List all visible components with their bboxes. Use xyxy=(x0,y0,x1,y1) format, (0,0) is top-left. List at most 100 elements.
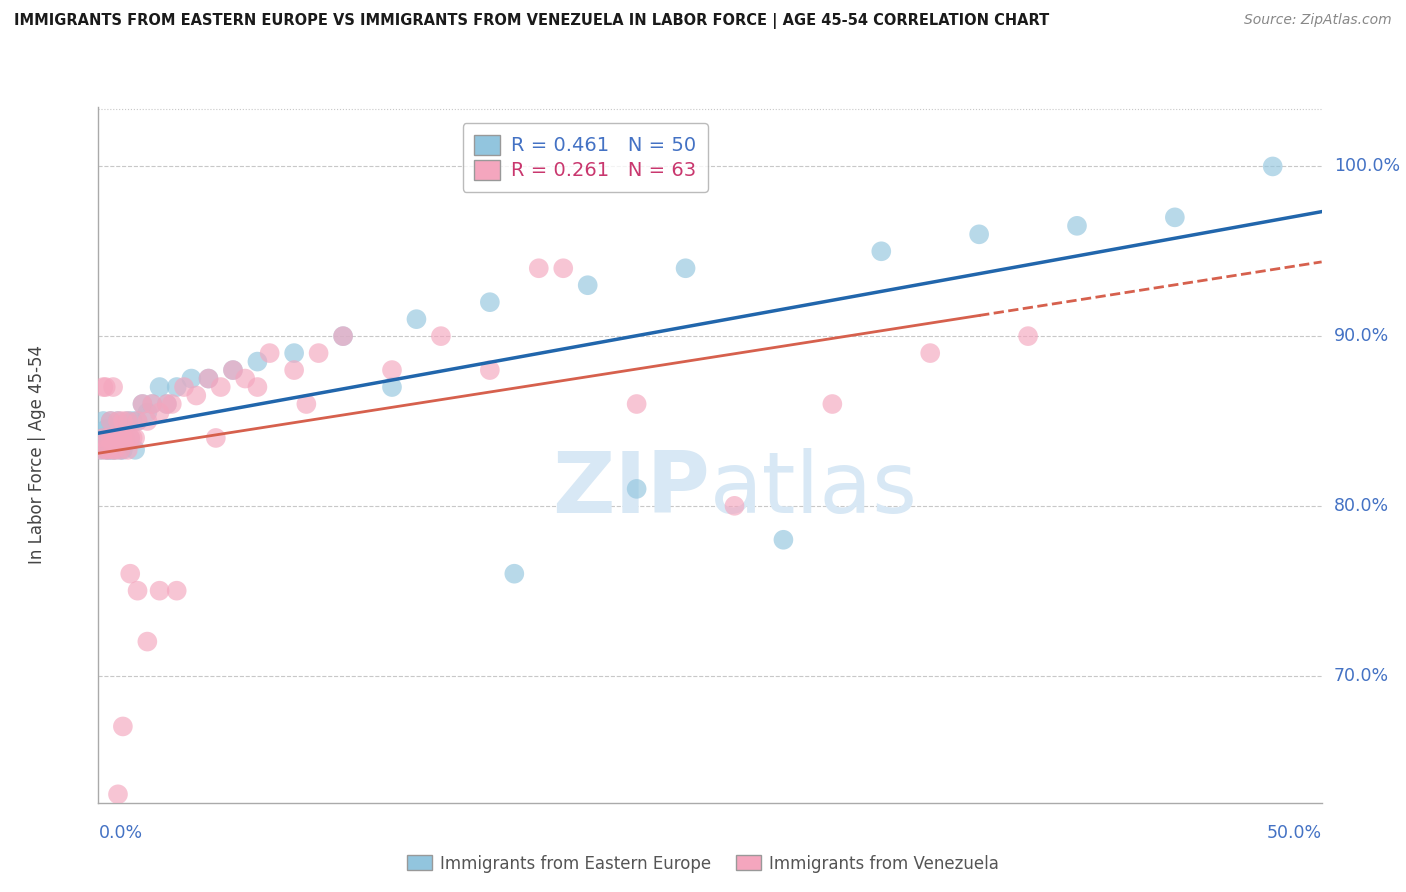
Point xyxy=(222,363,245,377)
Text: 0.0%: 0.0% xyxy=(98,823,142,842)
Point xyxy=(131,397,153,411)
Point xyxy=(870,244,893,259)
Point xyxy=(478,295,501,310)
Point xyxy=(101,431,124,445)
Point xyxy=(110,431,132,445)
Point xyxy=(104,442,127,457)
Point xyxy=(131,397,153,411)
Point xyxy=(97,431,120,445)
Point xyxy=(97,431,120,445)
Point xyxy=(124,431,146,445)
Point xyxy=(127,583,149,598)
Point xyxy=(91,431,114,445)
Point xyxy=(626,397,648,411)
Point xyxy=(1066,219,1088,233)
Point xyxy=(478,363,501,377)
Point xyxy=(100,442,122,457)
Point xyxy=(166,380,188,394)
Point xyxy=(114,431,136,445)
Point xyxy=(180,371,202,385)
Point xyxy=(110,442,132,457)
Point xyxy=(723,499,745,513)
Text: 80.0%: 80.0% xyxy=(1334,497,1389,515)
Point xyxy=(91,414,114,428)
Text: 100.0%: 100.0% xyxy=(1334,157,1400,176)
Point xyxy=(107,414,129,428)
Point xyxy=(1261,160,1284,174)
Text: 90.0%: 90.0% xyxy=(1334,327,1389,345)
Text: ZIP: ZIP xyxy=(553,448,710,532)
Point xyxy=(100,414,122,428)
Point xyxy=(101,442,124,457)
Point xyxy=(100,431,122,445)
Point xyxy=(97,442,120,457)
Point xyxy=(94,422,117,436)
Point xyxy=(120,431,142,445)
Point xyxy=(104,442,127,457)
Point xyxy=(381,363,404,377)
Point xyxy=(405,312,427,326)
Point xyxy=(127,414,149,428)
Point xyxy=(283,346,305,360)
Point xyxy=(111,442,134,457)
Point xyxy=(920,346,942,360)
Point xyxy=(503,566,526,581)
Point xyxy=(259,346,281,360)
Point xyxy=(149,583,172,598)
Point xyxy=(101,380,124,394)
Point xyxy=(821,397,844,411)
Point xyxy=(527,261,550,276)
Point xyxy=(110,442,132,457)
Point xyxy=(111,414,134,428)
Point xyxy=(120,431,142,445)
Point xyxy=(197,371,219,385)
Point xyxy=(246,380,269,394)
Point xyxy=(141,397,163,411)
Point xyxy=(117,414,139,428)
Point xyxy=(308,346,330,360)
Point xyxy=(553,261,575,276)
Point xyxy=(626,482,648,496)
Point xyxy=(332,329,354,343)
Point xyxy=(430,329,453,343)
Text: 50.0%: 50.0% xyxy=(1267,823,1322,842)
Point xyxy=(124,442,146,457)
Point xyxy=(675,261,697,276)
Point xyxy=(111,431,134,445)
Point xyxy=(772,533,794,547)
Point xyxy=(111,431,134,445)
Legend: Immigrants from Eastern Europe, Immigrants from Venezuela: Immigrants from Eastern Europe, Immigran… xyxy=(399,848,1007,880)
Point xyxy=(156,397,179,411)
Point xyxy=(104,431,127,445)
Point xyxy=(104,431,127,445)
Point xyxy=(381,380,404,394)
Point xyxy=(107,431,129,445)
Point xyxy=(967,227,990,242)
Point xyxy=(156,397,179,411)
Point xyxy=(114,431,136,445)
Point xyxy=(166,583,188,598)
Point xyxy=(91,380,114,394)
Text: 70.0%: 70.0% xyxy=(1334,666,1389,684)
Point xyxy=(90,442,112,457)
Text: Source: ZipAtlas.com: Source: ZipAtlas.com xyxy=(1244,13,1392,28)
Point xyxy=(1017,329,1039,343)
Point xyxy=(160,397,183,411)
Point xyxy=(141,397,163,411)
Point xyxy=(94,380,117,394)
Point xyxy=(94,442,117,457)
Point xyxy=(90,442,112,457)
Point xyxy=(283,363,305,377)
Point xyxy=(101,442,124,457)
Point xyxy=(94,442,117,457)
Point xyxy=(107,414,129,428)
Point xyxy=(136,414,159,428)
Point xyxy=(111,719,134,733)
Text: atlas: atlas xyxy=(710,448,918,532)
Point xyxy=(332,329,354,343)
Point xyxy=(186,388,208,402)
Point xyxy=(209,380,232,394)
Point xyxy=(173,380,195,394)
Point xyxy=(110,431,132,445)
Point xyxy=(117,414,139,428)
